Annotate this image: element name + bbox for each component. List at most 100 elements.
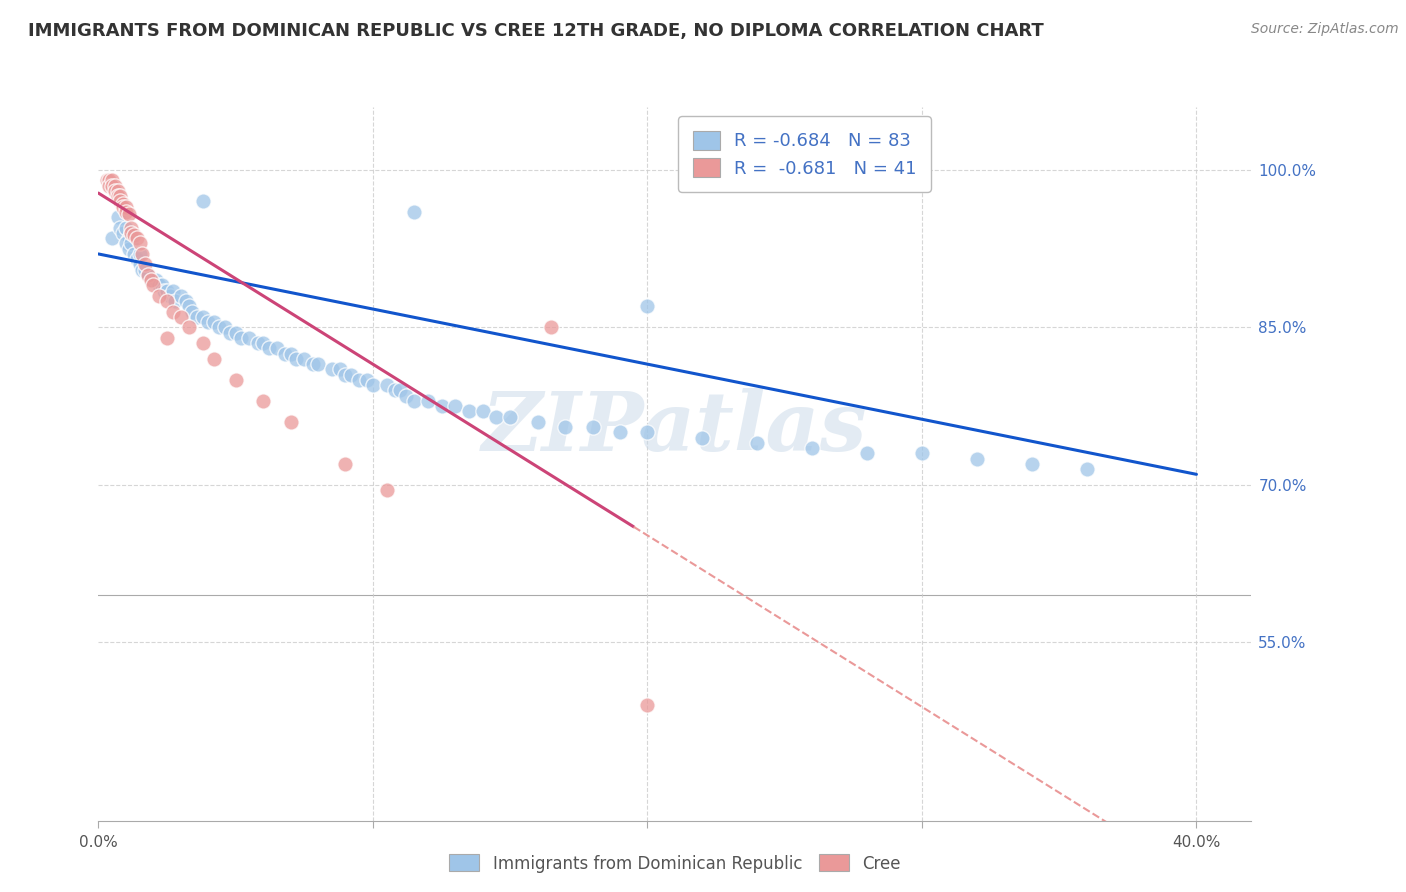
Point xyxy=(177,300,200,314)
Point xyxy=(142,278,165,293)
Point xyxy=(356,373,378,387)
Point xyxy=(112,226,135,240)
Point xyxy=(252,336,274,351)
Point xyxy=(280,346,302,360)
Point xyxy=(115,236,138,251)
Point xyxy=(156,331,179,345)
Legend: Immigrants from Dominican Republic, Cree: Immigrants from Dominican Republic, Cree xyxy=(443,847,907,880)
Point xyxy=(148,289,170,303)
Point xyxy=(280,415,302,429)
Point xyxy=(321,362,343,376)
Point xyxy=(120,236,142,251)
Point xyxy=(692,431,714,445)
Point xyxy=(120,220,142,235)
Point xyxy=(375,483,398,497)
Point xyxy=(307,357,329,371)
Legend: R = -0.684   N = 83, R =  -0.681   N = 41: R = -0.684 N = 83, R = -0.681 N = 41 xyxy=(678,116,931,192)
Point xyxy=(202,315,225,329)
Point xyxy=(150,278,173,293)
Point xyxy=(139,273,162,287)
Point xyxy=(485,409,508,424)
Point xyxy=(104,178,127,193)
Point xyxy=(202,351,225,366)
Point xyxy=(139,273,162,287)
Point xyxy=(581,420,603,434)
Point xyxy=(156,294,179,309)
Point xyxy=(101,173,124,187)
Point xyxy=(966,451,988,466)
Point xyxy=(122,228,145,243)
Point xyxy=(252,393,274,408)
Point xyxy=(191,336,214,351)
Point xyxy=(361,378,384,392)
Point xyxy=(128,247,150,261)
Point xyxy=(335,457,357,471)
Point xyxy=(131,247,153,261)
Point xyxy=(104,184,127,198)
Point xyxy=(110,220,132,235)
Text: IMMIGRANTS FROM DOMINICAN REPUBLIC VS CREE 12TH GRADE, NO DIPLOMA CORRELATION CH: IMMIGRANTS FROM DOMINICAN REPUBLIC VS CR… xyxy=(28,22,1043,40)
Point xyxy=(266,342,288,356)
Point xyxy=(911,446,934,460)
Point xyxy=(96,173,118,187)
Point xyxy=(636,425,658,440)
Point xyxy=(174,294,197,309)
Point xyxy=(162,304,184,318)
Point xyxy=(416,393,439,408)
Point xyxy=(801,441,824,455)
Point xyxy=(117,207,139,221)
Point xyxy=(395,389,418,403)
Point xyxy=(301,357,323,371)
Point xyxy=(134,262,156,277)
Point xyxy=(208,320,231,334)
Point xyxy=(112,200,135,214)
Point xyxy=(115,205,138,219)
Point xyxy=(145,273,167,287)
Point xyxy=(389,384,412,398)
Point xyxy=(609,425,631,440)
Point xyxy=(117,242,139,256)
Point xyxy=(128,257,150,271)
Text: Source: ZipAtlas.com: Source: ZipAtlas.com xyxy=(1251,22,1399,37)
Point xyxy=(292,351,315,366)
Point xyxy=(136,268,159,282)
Point xyxy=(197,315,219,329)
Point xyxy=(107,189,129,203)
Point xyxy=(156,284,179,298)
Point xyxy=(444,399,467,413)
Point xyxy=(112,196,135,211)
Point xyxy=(471,404,494,418)
Point xyxy=(186,310,208,324)
Point xyxy=(107,211,129,225)
Point xyxy=(125,231,148,245)
Point xyxy=(101,231,124,245)
Point xyxy=(340,368,363,382)
Point xyxy=(148,278,170,293)
Point xyxy=(136,268,159,282)
Point xyxy=(375,378,398,392)
Point xyxy=(153,284,176,298)
Point xyxy=(159,289,181,303)
Point xyxy=(257,342,280,356)
Point xyxy=(1076,462,1098,476)
Point xyxy=(225,326,247,340)
Point xyxy=(125,252,148,267)
Point xyxy=(347,373,370,387)
Point xyxy=(430,399,453,413)
Point xyxy=(117,231,139,245)
Point xyxy=(120,226,142,240)
Point xyxy=(170,310,193,324)
Point xyxy=(225,373,247,387)
Point xyxy=(554,420,576,434)
Point xyxy=(98,173,121,187)
Point xyxy=(142,273,165,287)
Point xyxy=(329,362,352,376)
Point xyxy=(134,257,156,271)
Point xyxy=(162,284,184,298)
Point xyxy=(165,294,187,309)
Point xyxy=(526,415,548,429)
Point xyxy=(231,331,253,345)
Text: ZIPatlas: ZIPatlas xyxy=(482,388,868,468)
Point xyxy=(98,178,121,193)
Point xyxy=(115,220,138,235)
